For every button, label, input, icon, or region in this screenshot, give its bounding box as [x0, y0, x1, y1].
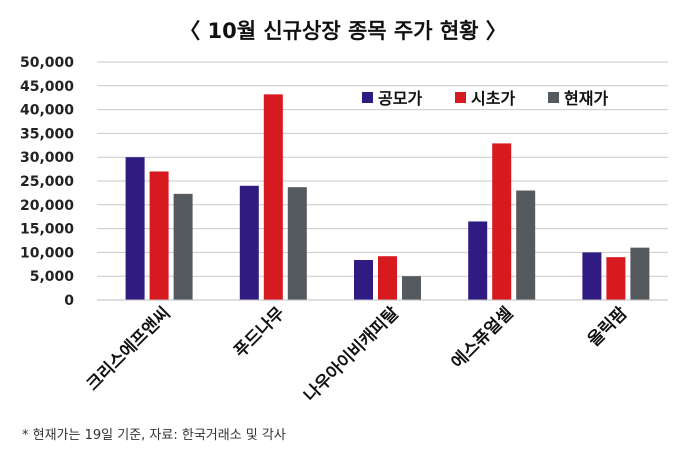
- bar: [630, 247, 650, 300]
- y-tick-label: 15,000: [20, 222, 74, 238]
- y-tick-label: 50,000: [20, 55, 74, 71]
- bar: [239, 185, 259, 300]
- legend-label: 공모가: [378, 89, 422, 108]
- x-category-label: 나우아이비캐피탈: [300, 302, 404, 406]
- legend-label: 현재가: [564, 89, 608, 108]
- y-tick-label: 5,000: [30, 269, 75, 285]
- bar: [287, 187, 307, 300]
- bar: [468, 221, 488, 300]
- x-category-label: 크리스에프앤씨: [83, 303, 175, 395]
- x-category-label: 올릭팜: [584, 303, 632, 351]
- bar: [582, 252, 602, 300]
- bar: [149, 171, 169, 300]
- legend: 공모가 시초가 현재가: [362, 89, 608, 108]
- y-tick-label: 35,000: [20, 126, 74, 142]
- footnote: * 현재가는 19일 기준, 자료: 한국거래소 및 각사: [22, 428, 286, 443]
- y-tick-label: 10,000: [20, 245, 74, 261]
- y-tick-label: 40,000: [20, 103, 74, 119]
- x-category-label: 푸드나무: [230, 303, 289, 362]
- bar: [606, 257, 626, 300]
- bar: [378, 256, 397, 300]
- bars: [125, 94, 650, 300]
- y-tick-label: 30,000: [20, 150, 74, 166]
- legend-swatch: [455, 92, 466, 103]
- bar: [492, 143, 512, 300]
- y-tick-label: 25,000: [20, 174, 74, 190]
- x-category-label: 에스퓨얼셀: [448, 303, 517, 372]
- y-tick-label: 0: [64, 293, 74, 309]
- bar: [516, 190, 536, 300]
- bar: [173, 193, 193, 300]
- bar: [354, 260, 373, 300]
- legend-swatch: [362, 92, 373, 103]
- bar: [402, 276, 421, 300]
- bar: [263, 94, 283, 300]
- y-tick-label: 45,000: [20, 79, 74, 95]
- x-axis-categories: 크리스에프앤씨 푸드나무 나우아이비캐피탈 에스퓨얼셀 올릭팜: [83, 302, 632, 406]
- bar: [125, 157, 145, 300]
- y-axis-ticks: 0 5,000 10,000 15,000 20,000 25,000 30,000 35,0…: [20, 55, 74, 309]
- chart-title: 〈 10월 신규상장 종목 주가 현황 〉: [179, 19, 507, 43]
- legend-swatch: [548, 92, 559, 103]
- y-tick-label: 20,000: [20, 198, 74, 214]
- legend-label: 시초가: [471, 89, 515, 108]
